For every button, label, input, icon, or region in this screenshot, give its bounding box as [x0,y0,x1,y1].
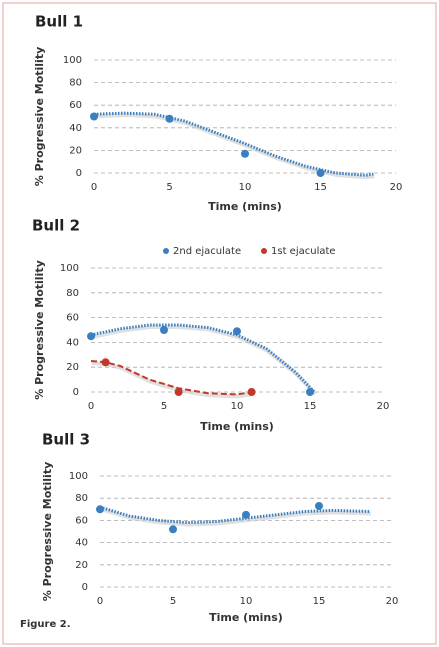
legend-marker [163,248,169,254]
y-tick-label: 40 [66,337,79,348]
data-point [165,114,174,123]
trendline-shadow [94,113,375,180]
data-point [315,501,323,510]
y-tick-label: 0 [76,168,82,179]
x-tick-label: 20 [377,401,390,412]
data-point [174,388,183,396]
y-tick-label: 20 [66,362,79,373]
x-tick-label: 5 [161,401,167,412]
y-tick-label: 60 [69,100,82,111]
x-tick-label: 10 [240,596,253,607]
x-tick-label: 0 [88,401,94,412]
data-point [306,388,314,396]
trendline-shadow [91,361,253,399]
data-point [96,505,104,514]
data-point [169,525,177,534]
trendline [99,505,371,525]
data-point [101,358,110,367]
trendline [93,111,374,177]
data-point [247,388,256,396]
y-tick-label: 60 [75,515,88,526]
x-tick-label: 5 [170,596,176,607]
y-tick-label: 40 [69,123,82,134]
chart-title: Bull 2 [32,217,80,235]
trendline-shadow [100,507,372,527]
chart-title: Bull 1 [35,13,83,31]
trendline-shadow [91,325,317,396]
y-tick-label: 0 [82,582,88,593]
x-tick-label: 0 [91,182,97,193]
x-tick-label: 15 [314,182,327,193]
y-tick-label: 100 [63,55,82,66]
y-tick-label: 20 [69,145,82,156]
y-tick-label: 100 [60,263,79,274]
data-point [241,149,249,158]
x-tick-label: 15 [313,596,326,607]
x-axis-label: Time (mins) [209,611,283,624]
x-tick-label: 10 [239,182,252,193]
data-point [160,326,168,334]
trendline [90,360,252,396]
x-tick-label: 15 [304,401,317,412]
y-tick-label: 100 [69,471,88,482]
x-tick-label: 20 [390,182,403,193]
y-tick-label: 80 [69,78,82,89]
legend-marker [261,248,267,254]
data-point [87,332,95,341]
legend-label: 2nd ejaculate [173,246,241,257]
y-axis-label: % Progressive Motility [41,462,54,601]
data-point [242,510,250,519]
data-point [316,169,325,177]
y-tick-label: 60 [66,313,79,324]
chart-title: Bull 3 [42,431,90,449]
y-tick-label: 0 [73,387,79,398]
y-tick-label: 20 [75,560,88,571]
trendline [90,323,316,394]
figure-caption: Figure 2. [20,619,71,630]
x-axis-label: Time (mins) [208,200,282,213]
x-axis-label: Time (mins) [200,420,274,433]
y-tick-label: 40 [75,538,88,549]
y-axis-label: % Progressive Motility [33,260,46,399]
x-tick-label: 10 [231,401,244,412]
y-tick-label: 80 [75,493,88,504]
legend-label: 1st ejaculate [271,246,336,257]
y-axis-label: % Progressive Motility [33,47,46,186]
data-point [233,327,241,336]
y-tick-label: 80 [66,288,79,299]
data-point [90,112,98,121]
x-tick-label: 20 [386,596,399,607]
x-tick-label: 0 [97,596,103,607]
x-tick-label: 5 [166,182,172,193]
